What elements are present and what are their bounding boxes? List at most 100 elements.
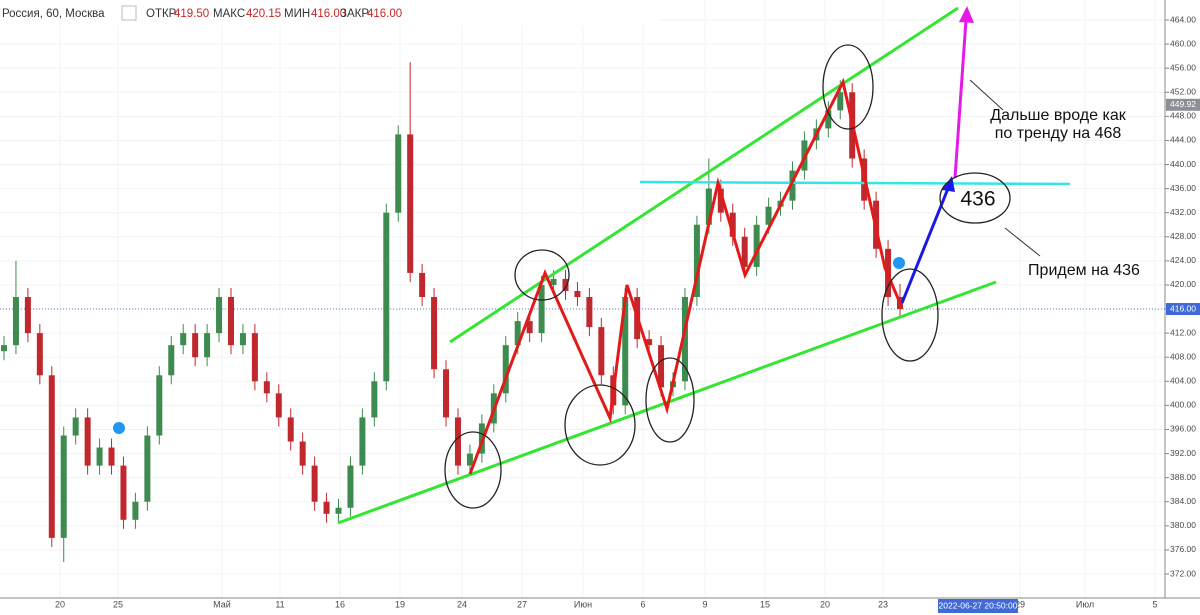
- candle-body: [204, 333, 211, 358]
- candle-body: [1, 345, 7, 352]
- candle-body: [24, 297, 31, 334]
- x-tick-label: 6: [640, 599, 645, 609]
- candle-body: [216, 297, 223, 334]
- candle-body: [96, 447, 103, 466]
- candle-body: [132, 501, 139, 520]
- value: 416.00: [367, 8, 402, 20]
- y-tick-label: 384.00: [1170, 496, 1196, 506]
- annotation: Придем на 436: [1028, 262, 1140, 279]
- y-tick-label: 392.00: [1170, 448, 1196, 458]
- drawings: [113, 6, 1071, 525]
- candle-body: [239, 333, 246, 346]
- channel-upper: [449, 6, 959, 344]
- candle-body: [395, 134, 402, 213]
- y-tick-label: 464.00: [1170, 14, 1196, 24]
- circle: [564, 384, 636, 466]
- circle: [822, 44, 874, 130]
- y-tick-label: 424.00: [1170, 255, 1196, 265]
- candle-body: [407, 134, 414, 273]
- x-tick-label: 20: [820, 599, 830, 609]
- candle-body: [622, 297, 629, 406]
- candle-body: [263, 381, 270, 394]
- candle-body: [192, 333, 199, 358]
- candle-body: [586, 297, 593, 328]
- circle: [939, 172, 1011, 224]
- marker-badge: [1166, 98, 1200, 111]
- circle: [881, 268, 939, 362]
- y-tick-label: 396.00: [1170, 424, 1196, 434]
- candle-body: [36, 333, 43, 376]
- y-tick-label: 372.00: [1170, 568, 1196, 578]
- candle-body: [562, 278, 569, 291]
- candle-body: [789, 170, 796, 201]
- y-tick-label: 420.00: [1170, 279, 1196, 289]
- value: 419.50: [174, 8, 209, 20]
- x-tick-label: 9: [702, 599, 707, 609]
- toolbar-icon[interactable]: [121, 5, 137, 21]
- candle-body: [275, 393, 282, 418]
- annotation: 436: [960, 188, 995, 211]
- candle-body: [323, 501, 330, 514]
- candle-body: [514, 321, 521, 346]
- time-badge: [938, 599, 1018, 613]
- event-icon: [113, 422, 125, 434]
- symbol: Россия, 60, Москва: [2, 8, 105, 20]
- x-tick-label: 29: [1015, 599, 1025, 609]
- label: ОТКР: [146, 8, 177, 20]
- candle-body: [419, 272, 426, 297]
- candle-body: [765, 206, 772, 225]
- y-tick-label: 404.00: [1170, 376, 1196, 386]
- y-tick-label: 456.00: [1170, 62, 1196, 72]
- candle-body: [741, 236, 748, 267]
- candle-body: [335, 507, 342, 514]
- y-tick-label: 380.00: [1170, 520, 1196, 530]
- candle-body: [120, 465, 127, 520]
- magenta-arrow-head: [959, 6, 974, 23]
- x-tick-label: Июн: [574, 599, 592, 609]
- time-badge-label: 2022-06-27 20:50:00: [939, 600, 1018, 610]
- y-tick-label: 452.00: [1170, 87, 1196, 97]
- annotation: по тренду на 468: [995, 125, 1122, 142]
- candle-body: [227, 297, 234, 346]
- x-tick-label: 24: [457, 599, 467, 609]
- candle-body: [443, 369, 450, 418]
- y-tick-label: 428.00: [1170, 231, 1196, 241]
- x-tick-label: 27: [517, 599, 527, 609]
- candle-body: [550, 278, 557, 285]
- x-tick-label: Май: [213, 599, 231, 609]
- y-tick-label: 388.00: [1170, 472, 1196, 482]
- time-axis: [0, 598, 1200, 615]
- candle-body: [717, 188, 724, 213]
- candle-body: [693, 224, 700, 297]
- y-tick-label: 376.00: [1170, 544, 1196, 554]
- candle-body: [108, 447, 115, 466]
- zigzag: [468, 77, 902, 475]
- candle-body: [837, 92, 844, 111]
- candle-body: [897, 297, 903, 310]
- value: 416.00: [311, 8, 346, 20]
- candle-body: [753, 224, 760, 267]
- label: МИН: [284, 8, 310, 20]
- candle-body: [383, 212, 390, 382]
- candle-body: [371, 381, 378, 418]
- candle-body: [825, 110, 832, 129]
- candle-body: [180, 333, 187, 346]
- candle-body: [526, 321, 533, 334]
- candle-body: [658, 345, 665, 388]
- price-badge: [1166, 303, 1200, 316]
- label: ЗАКР: [340, 8, 369, 20]
- x-tick-label: Июл: [1076, 599, 1094, 609]
- y-tick-label: 432.00: [1170, 207, 1196, 217]
- candle-body: [646, 339, 653, 346]
- value: 420.15: [246, 8, 281, 20]
- candle-body: [466, 453, 473, 466]
- y-tick-label: 412.00: [1170, 327, 1196, 337]
- x-tick-label: 19: [395, 599, 405, 609]
- candle-body: [729, 212, 736, 237]
- x-tick-label: 15: [760, 599, 770, 609]
- candle-body: [168, 345, 175, 376]
- pointer: [969, 79, 1004, 111]
- circles: [444, 44, 1011, 509]
- y-tick-label: 444.00: [1170, 135, 1196, 145]
